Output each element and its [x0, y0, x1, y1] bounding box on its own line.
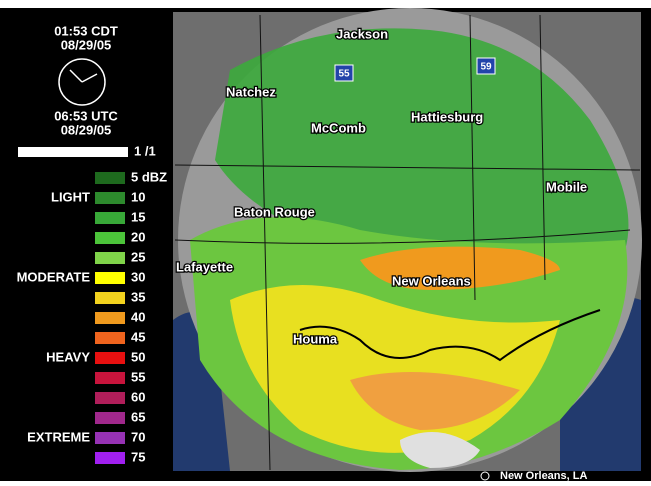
station-name: New Orleans, LA: [500, 470, 587, 481]
echo: [360, 246, 560, 290]
legend-swatch: [95, 232, 125, 244]
clock-hand: [81, 73, 98, 83]
city-label: Natchez: [226, 84, 276, 99]
legend-category: LIGHT: [51, 189, 90, 204]
city-label: Mobile: [546, 179, 587, 194]
echo: [350, 372, 520, 430]
legend-swatch: [95, 292, 125, 304]
legend-label: 30: [131, 269, 145, 284]
legend-swatch: [95, 392, 125, 404]
legend-label: 45: [131, 329, 145, 344]
city-label: New Orleans: [392, 273, 471, 288]
legend-label: 65: [131, 409, 145, 424]
map: 55 59 Jackson Natchez McComb Hattiesburg…: [173, 8, 642, 482]
coastline: [299, 309, 601, 362]
city-label: Lafayette: [176, 259, 233, 274]
legend-swatch: [95, 332, 125, 344]
legend-label: 50: [131, 349, 145, 364]
legend-swatch: [95, 272, 125, 284]
eye-band: [400, 432, 480, 468]
legend: 5 dBZ 10 15 20 25 30 35 40 45 50 55 60 65 70 75 LIGHT MO…: [17, 169, 168, 464]
legend-swatch: [95, 212, 125, 224]
boundary: [174, 14, 641, 471]
legend-label: 10: [131, 189, 145, 204]
legend-swatch: [95, 452, 125, 464]
city-label: Hattiesburg: [411, 109, 483, 124]
highway-shield: [476, 57, 496, 75]
utc-date: 08/29/05: [61, 122, 112, 137]
highway-label: 55: [338, 69, 350, 80]
highway-shield: [334, 64, 354, 82]
top-strip: [0, 0, 651, 8]
legend-swatch: [95, 412, 125, 424]
legend-label: 35: [131, 289, 145, 304]
legend-category: EXTREME: [27, 429, 90, 444]
echo: [215, 28, 629, 255]
local-time: 01:53 CDT: [54, 23, 118, 38]
legend-label: 60: [131, 389, 145, 404]
clock-hand: [69, 69, 83, 83]
legend-label: 20: [131, 229, 145, 244]
clock: [58, 58, 106, 106]
legend-category: MODERATE: [17, 269, 91, 284]
local-date: 08/29/05: [61, 37, 112, 52]
city-label: Baton Rouge: [234, 204, 315, 219]
legend-label: 5 dBZ: [131, 169, 167, 184]
city-label: McComb: [311, 120, 366, 135]
utc-time: 06:53 UTC: [54, 108, 118, 123]
highway-label: 59: [480, 62, 492, 73]
legend-swatch: [95, 172, 125, 184]
legend-label: 15: [131, 209, 145, 224]
legend-label: 55: [131, 369, 145, 384]
legend-category: HEAVY: [46, 349, 90, 364]
frame-count: 1 /1: [134, 143, 156, 158]
legend-swatch: [95, 352, 125, 364]
legend-label: 75: [131, 449, 145, 464]
info-panel: 01:53 CDT 08/29/05 06:53 UTC 08/29/05 1 …: [18, 23, 156, 158]
legend-label: 70: [131, 429, 145, 444]
legend-swatch: [95, 312, 125, 324]
city-label: Houma: [293, 331, 338, 346]
legend-swatch: [95, 372, 125, 384]
legend-label: 40: [131, 309, 145, 324]
legend-swatch: [95, 252, 125, 264]
frame-bar: [18, 147, 128, 157]
legend-label: 25: [131, 249, 145, 264]
station-icon: [480, 471, 490, 481]
legend-swatch: [95, 432, 125, 444]
city-label: Jackson: [336, 26, 388, 41]
legend-swatch: [95, 192, 125, 204]
